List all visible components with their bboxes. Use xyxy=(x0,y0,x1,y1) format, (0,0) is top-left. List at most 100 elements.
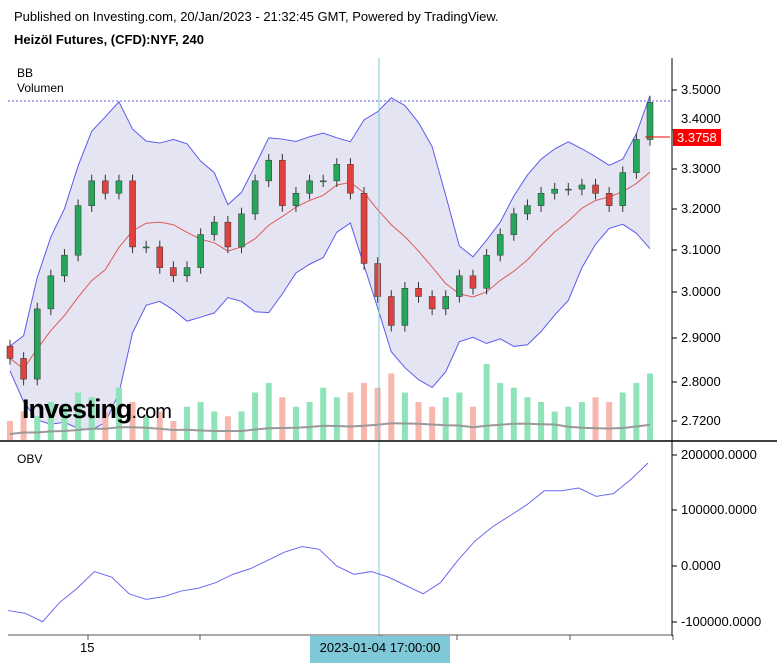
candle xyxy=(496,234,504,256)
volume-bar xyxy=(20,411,27,440)
symbol-title: Heizöl Futures, (CFD):NYF, 240 xyxy=(14,32,204,47)
candle xyxy=(360,193,368,264)
volume-bar xyxy=(524,397,531,440)
volume-bar xyxy=(469,406,476,440)
volume-bar xyxy=(47,402,54,440)
candle xyxy=(197,234,204,268)
volume-bar xyxy=(388,373,395,440)
volume-bar xyxy=(197,402,204,440)
candle xyxy=(347,164,354,194)
obv-tick-label: 200000.0000 xyxy=(681,447,757,462)
volume-bar xyxy=(592,397,599,440)
x-tick-15: 15 xyxy=(80,640,95,655)
price-tick-label: 2.9000 xyxy=(681,330,721,345)
candle xyxy=(102,180,109,194)
volume-bar xyxy=(115,387,122,440)
candle xyxy=(74,205,82,256)
candle xyxy=(279,159,286,206)
candle xyxy=(183,267,191,277)
volume-bar xyxy=(102,411,109,440)
volume-bar xyxy=(510,387,517,440)
volume-bar xyxy=(34,416,41,440)
volume-bar xyxy=(292,406,299,440)
volume-bar xyxy=(333,397,340,440)
legend-bb[interactable]: BB xyxy=(17,66,34,80)
candle xyxy=(483,254,490,289)
candle xyxy=(524,205,531,215)
volume-bar xyxy=(578,402,585,440)
candle xyxy=(646,102,654,140)
volume-bar xyxy=(184,406,191,440)
candle xyxy=(333,164,341,182)
candle xyxy=(292,193,300,206)
candle xyxy=(88,180,95,206)
candle xyxy=(388,296,395,326)
obv-tick-label: -100000.0000 xyxy=(681,614,762,629)
candle xyxy=(510,213,518,235)
price-tick-label: 2.8000 xyxy=(681,374,721,389)
candle xyxy=(306,180,313,194)
candle xyxy=(565,188,572,191)
candle xyxy=(61,254,68,277)
candle xyxy=(211,221,218,235)
volume-bar xyxy=(429,406,436,440)
candle xyxy=(265,159,272,182)
candle xyxy=(442,296,449,310)
volume-bar xyxy=(456,392,463,440)
volume-bar xyxy=(252,392,259,440)
volume-bar xyxy=(279,397,286,440)
candle xyxy=(224,221,232,248)
volume-bar xyxy=(565,406,572,440)
bb-middle xyxy=(9,171,651,370)
candle xyxy=(619,172,627,206)
price-tick-label: 3.3000 xyxy=(681,161,721,176)
candle xyxy=(238,213,245,248)
volume-bar xyxy=(224,416,231,440)
price-tick-label: 2.7200 xyxy=(681,413,721,428)
volume-bar xyxy=(497,383,504,440)
candle xyxy=(428,296,436,310)
obv-tick-label: 100000.0000 xyxy=(681,502,757,517)
candle xyxy=(401,287,409,326)
volume-bar xyxy=(374,387,381,440)
volume-bar xyxy=(551,411,558,440)
price-tick-label: 3.2000 xyxy=(681,201,721,216)
volume-bar xyxy=(538,402,545,440)
candle xyxy=(578,184,586,190)
price-tick-label: 3.4000 xyxy=(681,111,721,126)
volume-bar xyxy=(347,392,354,440)
legend-volume[interactable]: Volumen xyxy=(17,81,64,95)
volume-bar xyxy=(483,364,490,440)
volume-bar xyxy=(156,411,163,440)
candle xyxy=(374,263,381,297)
obv-tick-label: 0.0000 xyxy=(681,558,721,573)
volume-bar xyxy=(238,411,245,440)
last-price-label: 3.3758 xyxy=(673,129,721,146)
candle xyxy=(115,180,123,194)
candle xyxy=(633,139,640,173)
candle xyxy=(20,358,27,380)
investing-logo: Investing.com xyxy=(22,394,172,424)
candle xyxy=(6,345,14,359)
candle xyxy=(319,180,327,183)
candle xyxy=(592,184,599,194)
volume-bar xyxy=(415,402,422,440)
candle xyxy=(129,180,136,248)
candle xyxy=(537,193,545,206)
price-tick-label: 3.0000 xyxy=(681,284,721,299)
volume-bar xyxy=(361,383,368,440)
volume-bar xyxy=(401,392,408,440)
candle xyxy=(251,180,259,215)
legend-obv[interactable]: OBV xyxy=(17,452,43,466)
candle xyxy=(47,275,55,310)
price-tick-label: 3.1000 xyxy=(681,242,721,257)
volume-bar xyxy=(633,383,640,440)
obv-line xyxy=(7,462,649,623)
candle xyxy=(456,275,463,297)
candle xyxy=(415,287,422,297)
candle xyxy=(142,246,150,249)
volume-ma xyxy=(9,422,651,435)
volume-bar xyxy=(211,411,218,440)
